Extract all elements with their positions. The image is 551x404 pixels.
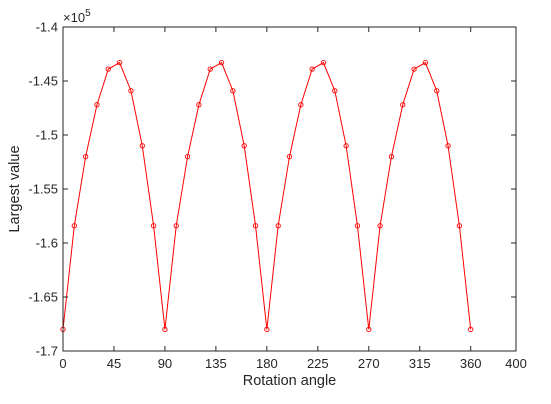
data-point-marker	[94, 102, 100, 108]
x-tick-label: 90	[158, 356, 172, 371]
data-point-marker	[366, 326, 372, 333]
data-point-marker	[377, 223, 383, 229]
y-tick-label: -1.5	[36, 128, 58, 143]
data-point-marker	[354, 223, 361, 229]
data-point-marker	[320, 59, 327, 66]
x-tick-label: 360	[460, 356, 482, 371]
data-point-marker	[275, 223, 281, 229]
data-point-marker	[411, 66, 417, 72]
x-tick-label: 400	[505, 356, 527, 371]
data-point-marker	[83, 153, 89, 160]
data-point-marker	[207, 66, 213, 72]
y-tick-label: -1.65	[28, 290, 58, 305]
data-point-marker	[298, 102, 304, 108]
series-line	[62, 61, 472, 330]
x-tick-label: 315	[409, 356, 431, 371]
data-point-marker	[422, 59, 429, 66]
data-point-marker	[218, 59, 225, 66]
data-point-marker	[252, 223, 259, 229]
data-point-marker	[71, 223, 77, 229]
plot-area	[63, 27, 516, 351]
data-point-marker	[196, 102, 202, 108]
y-tick-label: -1.55	[28, 182, 58, 197]
y-tick-label: -1.7	[36, 344, 58, 359]
data-point-marker	[184, 153, 191, 160]
data-point-marker	[150, 223, 157, 229]
data-point-marker	[343, 143, 349, 149]
data-point-marker	[456, 223, 463, 229]
data-point-marker	[173, 223, 179, 229]
x-axis: 0 45 90 135 180 225 270 315 360 400	[59, 27, 527, 371]
y-tick-label: -1.6	[36, 236, 58, 251]
data-point-marker	[388, 153, 395, 160]
y-axis-multiplier: ×105	[63, 8, 91, 25]
x-tick-label: 0	[59, 356, 66, 371]
data-point-marker	[434, 88, 440, 94]
data-point-marker	[264, 326, 270, 333]
y-tick-label: -1.45	[28, 74, 58, 89]
y-tick-label: -1.4	[36, 20, 58, 35]
data-point-marker	[468, 326, 474, 333]
x-tick-label: 45	[107, 356, 121, 371]
data-point-marker	[139, 143, 145, 149]
y-axis-label: Largest value	[7, 145, 23, 232]
data-point-marker	[230, 88, 236, 94]
x-tick-label: 270	[358, 356, 380, 371]
data-point-marker	[128, 88, 134, 94]
data-point-marker	[286, 153, 293, 160]
data-point-marker	[105, 66, 111, 72]
x-tick-label: 225	[307, 356, 329, 371]
x-tick-label: 180	[256, 356, 278, 371]
data-point-marker	[116, 59, 123, 66]
x-tick-label: 135	[205, 356, 227, 371]
data-point-marker	[445, 143, 451, 149]
data-point-marker	[162, 326, 168, 333]
data-point-marker	[400, 102, 406, 108]
data-point-marker	[332, 88, 338, 94]
y-axis-multiplier-exponent: 5	[85, 8, 91, 19]
y-axis-multiplier-base: ×10	[63, 10, 85, 25]
x-axis-label: Rotation angle	[243, 373, 337, 389]
y-axis: -1.4 -1.45 -1.5 -1.55 -1.6 -1.65 -1.7	[28, 20, 516, 359]
data-point-marker	[241, 143, 247, 149]
data-point-marker	[309, 66, 315, 72]
